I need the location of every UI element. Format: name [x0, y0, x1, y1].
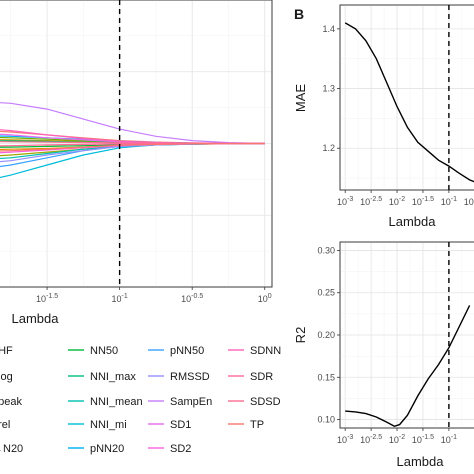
panel-b-grid [340, 5, 474, 190]
legend-label: pNN20 [90, 443, 124, 455]
panel-b-x-axis-label: Lambda [389, 214, 437, 229]
panel-b-y-tick-label: 1.3 [322, 84, 335, 94]
panel-a-x-tick-label: 10-1 [112, 293, 128, 304]
legend-label: RMSSD [170, 371, 210, 383]
panel-a-lambda-coefficient-paths: 10-1.5 10-1 10-0.5 100 Lambda [0, 0, 273, 326]
legend-label: SDR [250, 371, 273, 383]
panel-b-mae-vs-lambda: 1.2 1.3 1.4 10-3 10-2.5 10-2 10-1.5 10-1 10-0.5 L… [293, 4, 474, 229]
legend-label: SampEn [170, 396, 212, 408]
panel-a-x-tick-label: 10-1.5 [36, 293, 58, 304]
legend-label: NNI_mean [90, 396, 143, 408]
mae-curve [344, 22, 474, 183]
panel-b-x-tick-label: 10-1.5 [412, 196, 434, 207]
panel-a-legend: _HF _log _peak _rel ←N20 NN50 NNI_max NNI_mean N… [0, 345, 281, 455]
panel-c-y-axis-label: R2 [293, 327, 308, 344]
panel-c-r2-vs-lambda: 0.10 0.15 0.20 0.25 0.30 10-3 10-2.5 10-2 10-1.5… [293, 241, 474, 469]
panel-b-x-tick-label: 10-2.5 [360, 196, 382, 207]
panel-b-border [339, 4, 474, 191]
panel-a-x-axis-label: Lambda [12, 311, 60, 326]
panel-b-x-tick-label: 10-1 [441, 196, 457, 207]
panel-b-y-axis-label: MAE [293, 84, 308, 113]
legend-label: NNI_max [90, 371, 136, 383]
panel-c-x-axis-label: Lambda [397, 454, 445, 469]
panel-b-y-tick-label: 1.2 [322, 143, 335, 153]
panel-c-x-tick-label: 10-2.5 [360, 434, 382, 445]
panel-a-border [0, 0, 273, 288]
panel-b-x-tick-label: 10-0.5 [464, 196, 474, 207]
legend-label: SD1 [170, 419, 191, 431]
panel-c-y-tick-label: 0.25 [317, 288, 335, 298]
panel-b-y-tick-label: 1.4 [322, 24, 335, 34]
panel-b-plot-area [339, 4, 474, 191]
panel-c-y-tick-label: 0.20 [317, 330, 335, 340]
panel-b-x-tick-label: 10-2 [389, 196, 405, 207]
panel-c-x-tick-label: 10-3 [337, 434, 353, 445]
legend-label: SD2 [170, 443, 191, 455]
legend-label: pNN50 [170, 345, 204, 357]
panel-c-x-tick-label: 10-1 [441, 434, 457, 445]
panel-b-letter: B [294, 6, 304, 22]
panel-c-y-tick-label: 0.30 [317, 245, 335, 255]
legend-label: _HF [0, 345, 13, 357]
r2-curve [345, 305, 471, 428]
panel-b-x-tick-label: 10-3 [337, 196, 353, 207]
legend-label: TP [250, 419, 264, 431]
legend-label: _log [0, 371, 13, 383]
legend-label: SDNN [250, 345, 281, 357]
legend-label: NN50 [90, 345, 118, 357]
legend-label: ←N20 [0, 443, 23, 455]
legend-label: _rel [0, 419, 10, 431]
panel-c-x-tick-label: 10-2 [389, 434, 405, 445]
panel-a-x-tick-label: 10-0.5 [181, 293, 203, 304]
legend-label: NNI_mi [90, 419, 127, 431]
panel-c-y-tick-label: 0.15 [317, 372, 335, 382]
legend-label: _peak [0, 396, 22, 408]
panel-c-y-tick-label: 0.10 [317, 415, 335, 425]
panel-a-x-tick-label: 100 [258, 293, 272, 304]
panel-c-x-tick-label: 10-1.5 [412, 434, 434, 445]
panel-c-grid [340, 242, 474, 428]
legend-label: SDSD [250, 396, 281, 408]
